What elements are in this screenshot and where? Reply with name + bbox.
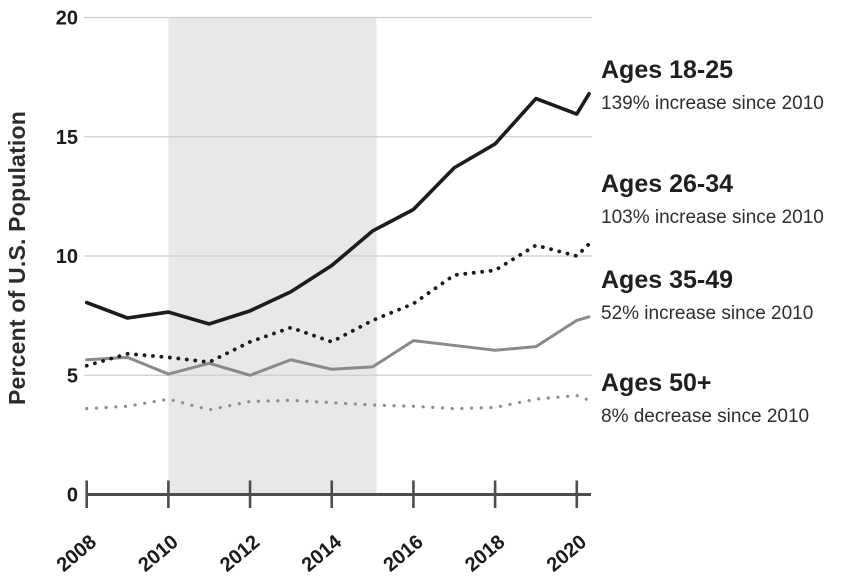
- y-tick-label-10: 10: [56, 246, 78, 268]
- legend-title: Ages 26-34: [601, 170, 734, 198]
- series-line-ages-26-34: [84, 242, 591, 368]
- legend-ages-50-plus: Ages 50+ 8% decrease since 2010: [601, 369, 851, 428]
- legend-subtitle: 8% decrease since 2010: [601, 406, 810, 427]
- x-tick-label-2008: 2008: [53, 531, 101, 576]
- series-line-ages-18-25: [84, 92, 591, 326]
- legend-ages-18-25: Ages 18-25 139% increase since 2010: [601, 56, 851, 115]
- legend-title: Ages 18-25: [601, 56, 734, 84]
- series-line-ages-50-plus: [85, 393, 591, 412]
- x-tick-label-2018: 2018: [461, 531, 509, 576]
- y-tick-label-0: 0: [67, 485, 78, 507]
- y-tick-label-15: 15: [56, 127, 78, 149]
- x-tick-label-2014: 2014: [298, 530, 347, 576]
- y-tick-label-5: 5: [67, 365, 78, 387]
- series-line-ages-35-49: [85, 315, 591, 377]
- legend-ages-35-49: Ages 35-49 52% increase since 2010: [601, 266, 851, 325]
- legend-subtitle: 139% increase since 2010: [601, 93, 824, 114]
- x-tick-label-2010: 2010: [134, 531, 182, 576]
- x-tick-label-2020: 2020: [543, 531, 591, 576]
- legend-subtitle: 52% increase since 2010: [601, 303, 814, 324]
- x-tick-label-2016: 2016: [379, 531, 427, 576]
- legend-subtitle: 103% increase since 2010: [601, 207, 824, 228]
- legend-title: Ages 50+: [601, 369, 712, 397]
- legend-ages-26-34: Ages 26-34 103% increase since 2010: [601, 170, 851, 229]
- y-axis-title: Percent of U.S. Population: [4, 111, 30, 406]
- x-tick-label-2012: 2012: [216, 531, 264, 576]
- y-tick-label-20: 20: [56, 8, 78, 30]
- legend-title: Ages 35-49: [601, 266, 734, 294]
